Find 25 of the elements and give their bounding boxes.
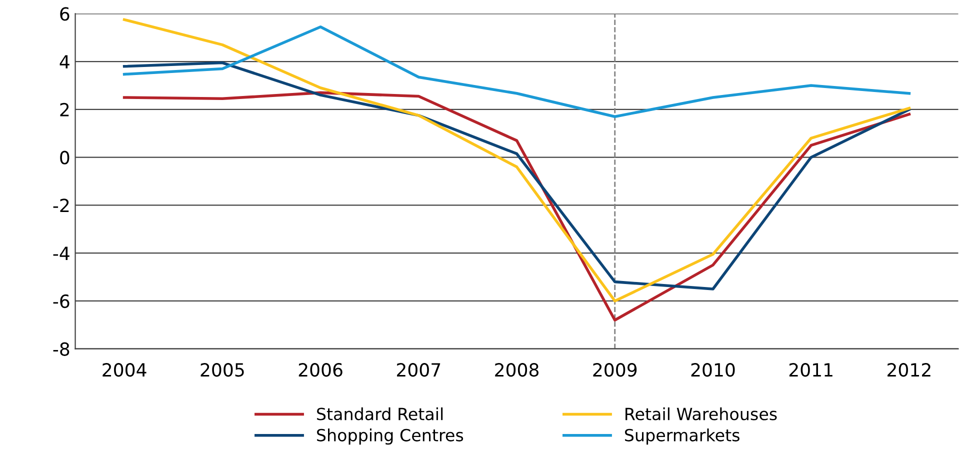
x-tick-label: 2012 <box>888 363 930 377</box>
x-tick-label: 2008 <box>495 363 538 377</box>
y-tick-label: -2 <box>53 198 69 212</box>
line-series <box>122 61 911 290</box>
legend-label: Retail Warehouses <box>626 407 777 420</box>
legend-label: Standard Retail <box>317 407 443 420</box>
x-tick-label: 2006 <box>298 363 342 377</box>
x-tick-label: 2005 <box>200 363 244 377</box>
y-tick-label: 2 <box>60 102 69 116</box>
y-tick-label: -6 <box>53 294 70 308</box>
y-tick-label: 0 <box>60 150 70 164</box>
x-tick-label: 2004 <box>102 363 146 377</box>
line-series <box>122 91 911 322</box>
y-tick-label: 4 <box>60 55 70 68</box>
y-tick-label: -4 <box>53 246 70 260</box>
legend-label: Shopping Centres <box>317 428 464 445</box>
legend-label: Supermarkets <box>624 428 740 445</box>
line-series <box>122 25 911 118</box>
y-tick-label: -8 <box>53 342 70 356</box>
x-tick-label: 2011 <box>789 363 832 377</box>
x-tick-label: 2010 <box>691 363 735 377</box>
x-tick-label: 2007 <box>396 363 440 377</box>
x-tick-label: 2009 <box>593 363 637 377</box>
y-tick-label: 6 <box>60 7 70 21</box>
line-series <box>122 18 911 302</box>
